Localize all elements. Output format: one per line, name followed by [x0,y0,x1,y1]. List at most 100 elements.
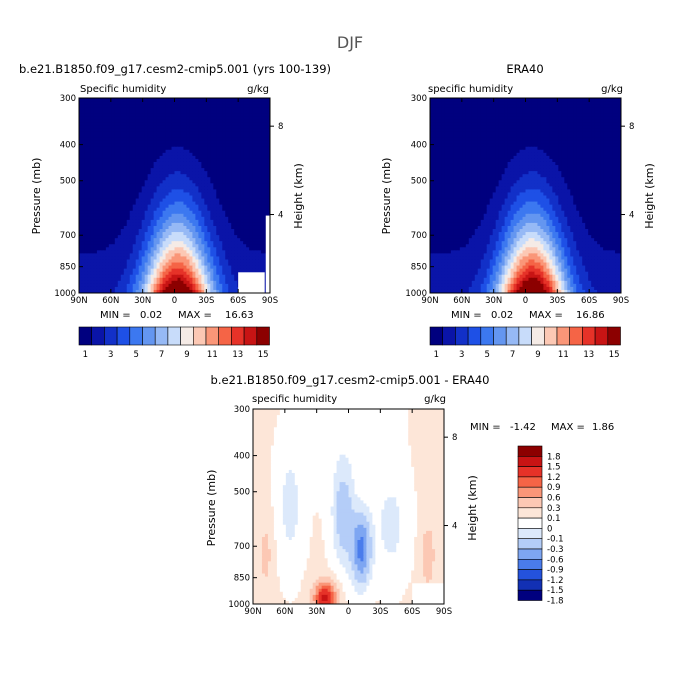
panel-obs-cell [519,98,524,102]
panel-obs-cell [447,131,452,136]
panel-model-cell [210,225,214,230]
panel-model-cell [219,259,223,264]
panel-model-cell [195,192,199,196]
panel-model-cell [165,128,170,133]
panel-model-cell [171,216,175,221]
panel-model-ytick-label: 400 [60,141,76,151]
panel-model-cell [252,195,256,200]
panel-model-cell [120,286,125,291]
panel-model-cell [267,177,270,181]
panel-model-cell [255,192,259,196]
panel-obs-cell [612,131,616,136]
panel-obs-cell [558,128,562,133]
panel-model-cell [216,119,220,123]
panel-obs-cell [546,134,550,139]
panel-obs-cell [510,113,515,117]
panel-model-cell [231,271,235,276]
panel-model-cell [120,280,125,285]
panel-model-cell [261,161,265,166]
panel-model-cell [132,125,137,129]
panel-model-cell [150,165,155,169]
panel-model-cell [195,186,199,190]
panel-model-cell [198,101,202,105]
panel-obs-cell [588,104,592,108]
panel-model-cell [198,192,202,196]
panel-obs-cell [459,110,464,114]
panel-model-cell [249,146,253,151]
panel-model-cell [177,98,181,102]
panel-model-cell [225,98,229,102]
panel-model-cell [93,149,98,154]
panel-model-cell [120,107,125,111]
panel-model-cell [79,134,83,139]
panel-model-cell [79,289,83,293]
panel-model-cell [183,219,187,224]
panel-model-cell [99,207,104,212]
panel-model-cell [246,265,250,270]
panel-model-cell [237,180,241,184]
panel-model-cell [132,158,137,163]
panel-model-cell [153,213,158,218]
panel-model-cell [96,201,101,206]
panel-model-cell [90,244,95,248]
panel-model-cell [108,219,113,224]
panel-model-cell [144,235,149,239]
panel-model-cell [186,213,190,218]
panel-obs-cell [510,125,515,129]
panel-model-cell [255,250,259,254]
panel-obs-cell [471,113,476,117]
panel-model-cell [207,98,211,102]
panel-model-colorbar-label: 1 [83,350,88,360]
panel-model-cell [123,274,128,279]
panel-model-cell [171,174,175,178]
panel-model-cell [153,244,158,248]
panel-model-cell [138,165,143,169]
panel-model-cell [141,107,146,111]
panel-model-cell [240,107,244,111]
panel-model-cell [117,225,122,230]
panel-model-cell [264,165,268,169]
panel-model-cell [186,137,190,142]
panel-model-cell [159,232,164,236]
panel-model-cell [234,274,238,279]
panel-model-cell [105,259,110,264]
panel-model-cell [79,189,83,193]
panel-model-cell [213,146,217,151]
panel-obs-cell [444,119,449,123]
panel-model-min-value: 0.02 [140,310,162,321]
panel-obs-cell [498,125,503,129]
panel-model-cell [249,216,253,221]
panel-model-cell [231,171,235,175]
panel-model-cell [177,274,181,279]
panel-obs-cell [576,113,580,117]
panel-model-cell [183,225,187,230]
panel-model-cell [159,222,164,227]
panel-model-cell [195,149,199,154]
panel-obs-cell [573,125,577,129]
panel-model-cell [225,107,229,111]
panel-model-cell [159,161,164,166]
panel-obs-cell [462,134,467,139]
panel-model-cell [210,137,214,142]
panel-model-cell [174,101,178,105]
panel-model-cell [255,125,259,129]
panel-obs-cell [447,125,452,129]
panel-model-cell [138,204,143,209]
panel-model-cell [228,180,232,184]
panel-model-cell [159,116,164,120]
panel-model-cell [141,250,146,254]
panel-model-cell [222,192,226,196]
panel-model-cell [177,201,181,206]
panel-model-cell [237,232,241,236]
panel-model-cell [120,271,125,276]
panel-obs-title: ERA40 [506,62,543,76]
panel-model-cell [234,283,238,288]
panel-model-cell [171,207,175,212]
panel-model-cell [79,277,83,282]
panel-model-cell [144,232,149,236]
panel-model-cell [183,198,187,203]
panel-model-cell [237,225,241,230]
panel-obs-cell [570,110,574,114]
panel-obs-cell [430,98,434,102]
panel-model-cell [162,186,167,190]
